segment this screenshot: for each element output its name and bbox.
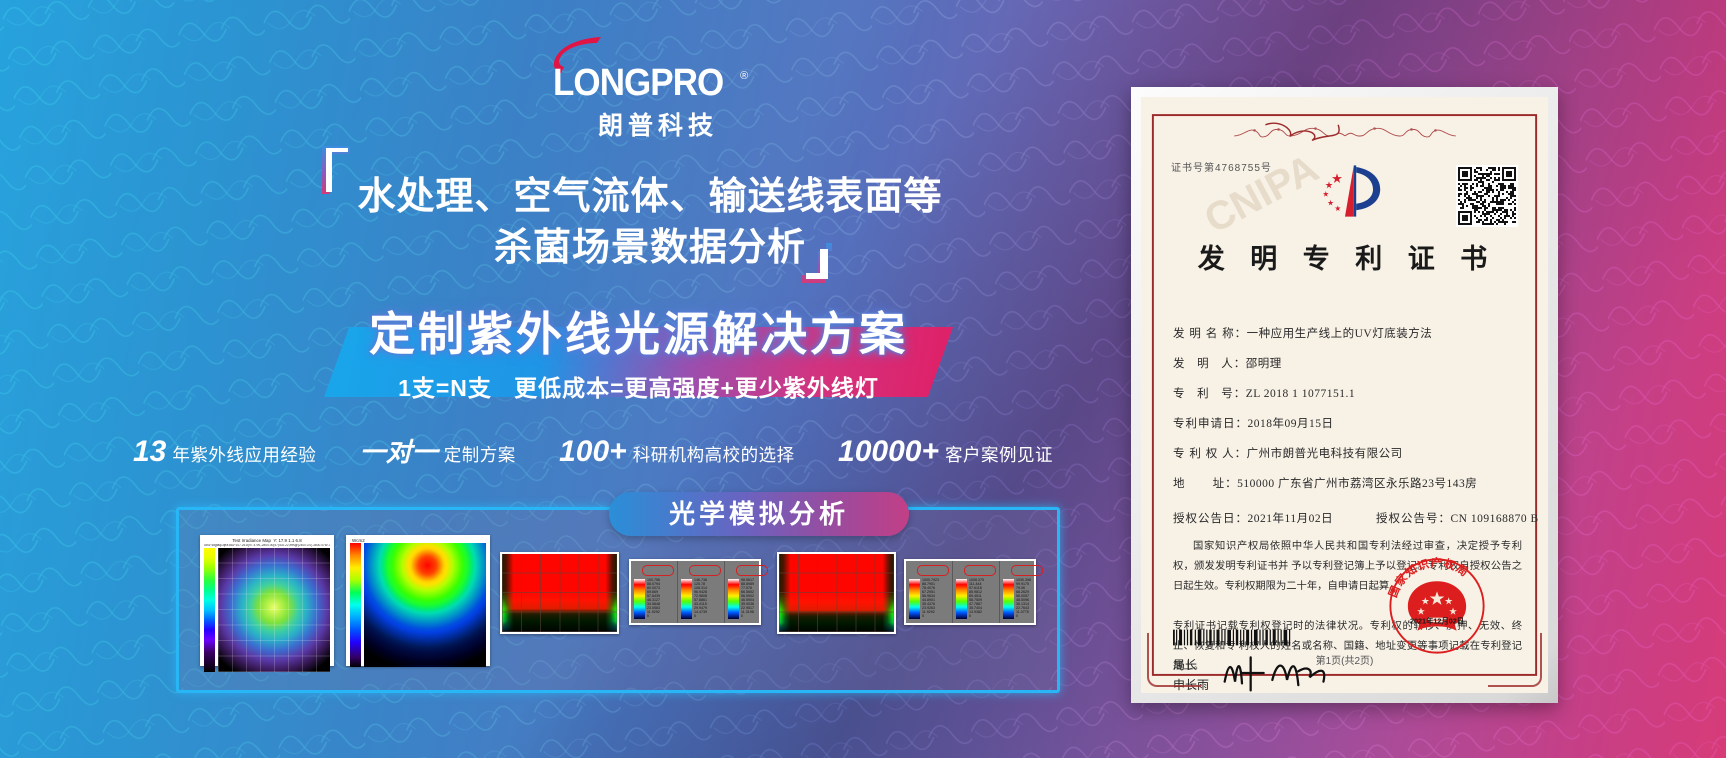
svg-text:2021年12月02日: 2021年12月02日	[1410, 616, 1464, 625]
